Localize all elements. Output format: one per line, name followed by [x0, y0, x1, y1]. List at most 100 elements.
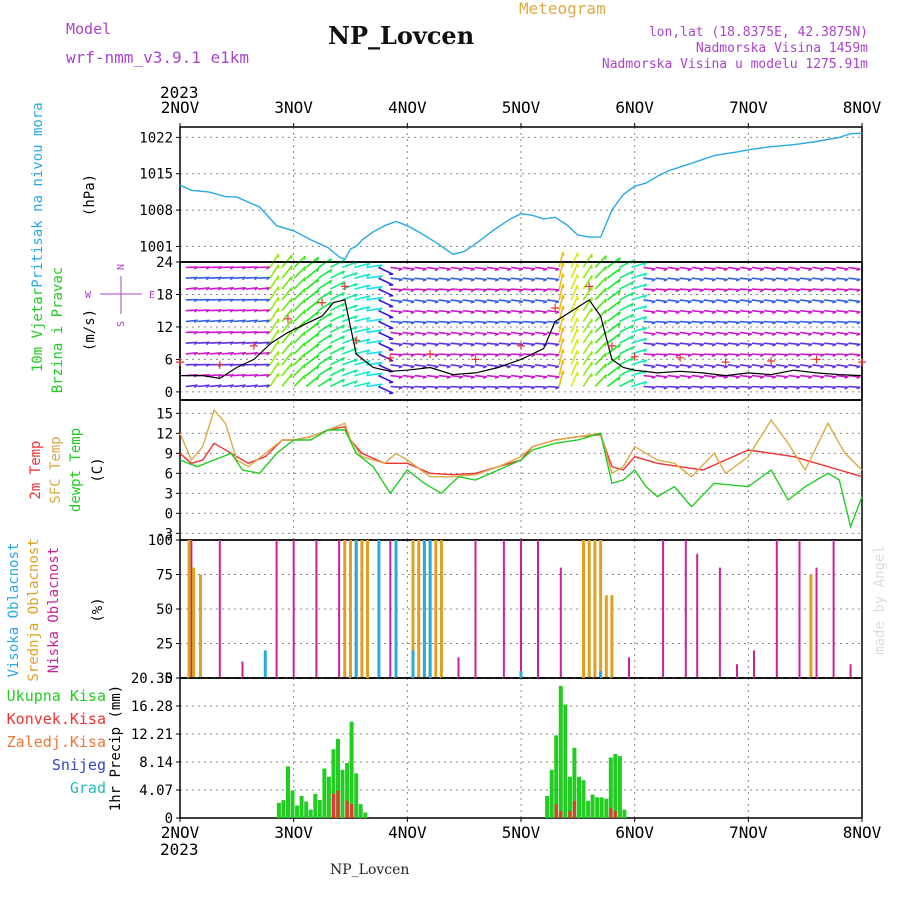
- wind-arrow-head: [748, 321, 753, 325]
- wind-arrow: [426, 364, 439, 368]
- wind-arrow: [414, 309, 427, 313]
- wind-arrow-head: [242, 352, 247, 356]
- wind-arrow-head: [687, 333, 692, 337]
- wind-arrow-head: [562, 294, 565, 300]
- wind-arrow: [281, 362, 293, 377]
- wind-arrow-head: [507, 386, 512, 390]
- wind-arrow: [233, 351, 246, 355]
- wind-arrow-head: [316, 376, 320, 381]
- wind-arrow: [281, 276, 293, 290]
- cloud-low-label: Niska Oblacnost: [46, 547, 62, 673]
- wind-arrow-head: [410, 343, 415, 347]
- wind-arrow: [751, 299, 765, 303]
- wind-arrow-head: [760, 354, 765, 358]
- wind-arrow: [390, 309, 403, 313]
- wind-arrow-head: [844, 278, 849, 282]
- y-tick-label: 24: [156, 255, 173, 271]
- cloud-bar-mid_cloud: [187, 540, 191, 678]
- wind-arrow-head: [771, 365, 777, 369]
- wind-arrow: [570, 252, 579, 268]
- wind-arrow-head: [366, 338, 371, 343]
- wind-arrow-head: [643, 381, 648, 385]
- wind-arrow-head: [329, 355, 333, 360]
- cloud-bar-mid_cloud: [366, 540, 369, 678]
- wind-arrow: [317, 344, 333, 355]
- meteogram-label: Meteogram: [519, 0, 606, 18]
- wind-arrow-head: [772, 343, 777, 347]
- wind-arrow: [558, 349, 564, 365]
- wind-arrow: [474, 309, 487, 313]
- wind-arrow-head: [604, 352, 607, 358]
- wind-arrow: [812, 266, 825, 270]
- wind-arrow: [619, 291, 635, 301]
- wind-arrow-head: [759, 300, 765, 304]
- wind-arrow-head: [760, 321, 765, 325]
- wind-gust-marker: [767, 357, 776, 366]
- wind-arrow: [462, 342, 475, 346]
- x-tick-label-top: 5NOV: [502, 98, 541, 117]
- wind-arrow-head: [617, 300, 621, 305]
- wind-arrow: [655, 353, 668, 356]
- wind-arrow-head: [796, 386, 801, 390]
- wind-arrow-head: [242, 363, 247, 368]
- wind-arrow-head: [354, 326, 358, 331]
- wind-arrow: [619, 335, 635, 344]
- wind-arrow: [257, 384, 270, 388]
- wind-arrow-head: [844, 354, 849, 358]
- wind-arrow-head: [366, 262, 371, 267]
- wind-arrow: [558, 338, 564, 355]
- wind-arrow-head: [711, 365, 716, 369]
- wind-arrow-head: [723, 278, 729, 282]
- wind-arrow: [643, 320, 656, 324]
- wind-arrow-head: [206, 319, 211, 324]
- wind-arrow-head: [759, 365, 765, 369]
- wind-arrow: [534, 266, 548, 270]
- wind-arrow: [776, 374, 789, 378]
- wind-arrow-head: [735, 278, 741, 282]
- wind-arrow: [800, 299, 813, 303]
- wind-arrow: [462, 288, 475, 291]
- wind-arrow-head: [398, 321, 403, 325]
- wind-arrow-head: [422, 365, 427, 369]
- wind-arrow: [426, 266, 439, 270]
- wind-arrow-head: [518, 300, 524, 304]
- wind-arrow: [727, 266, 740, 270]
- wind-arrow: [317, 322, 333, 334]
- wind-arrow-head: [747, 300, 753, 304]
- wind-arrow-head: [290, 341, 293, 346]
- wind-arrow-head: [651, 386, 656, 390]
- wind-arrow-head: [820, 289, 825, 293]
- y-tick-label: 18: [156, 287, 173, 303]
- wind-arrow: [824, 320, 837, 324]
- wind-arrow-head: [230, 384, 235, 389]
- precip-bar-precip_total: [354, 773, 359, 818]
- wind-arrow-head: [230, 287, 235, 291]
- wind-arrow: [522, 342, 536, 346]
- wind-arrow: [763, 288, 777, 291]
- wind-arrow: [354, 370, 371, 377]
- wind-arrow: [558, 284, 564, 301]
- wind-arrow-head: [482, 354, 488, 358]
- wind-arrow-head: [193, 363, 199, 368]
- wind-arrow-head: [422, 268, 427, 272]
- wind-arrow: [269, 340, 280, 355]
- wind-arrow: [751, 353, 764, 356]
- wind-arrow-head: [290, 373, 293, 379]
- wind-arrow-head: [205, 287, 211, 291]
- wind-arrow: [378, 266, 394, 275]
- wind-arrow-head: [242, 341, 247, 346]
- y-tick-label: 50: [156, 602, 173, 618]
- wind-arrow: [788, 353, 801, 356]
- wind-arrow: [498, 277, 511, 281]
- wind-arrow-head: [446, 289, 451, 293]
- wind-arrow: [776, 385, 789, 389]
- wind-arrow-head: [329, 323, 333, 328]
- wind-arrow: [812, 385, 825, 389]
- wind-gust-marker: [630, 352, 639, 361]
- wind-arrow: [402, 299, 415, 303]
- wind-arrow: [667, 385, 680, 389]
- wind-arrow: [414, 277, 427, 281]
- wind-arrow-head: [735, 376, 741, 380]
- wind-arrow-head: [341, 368, 346, 373]
